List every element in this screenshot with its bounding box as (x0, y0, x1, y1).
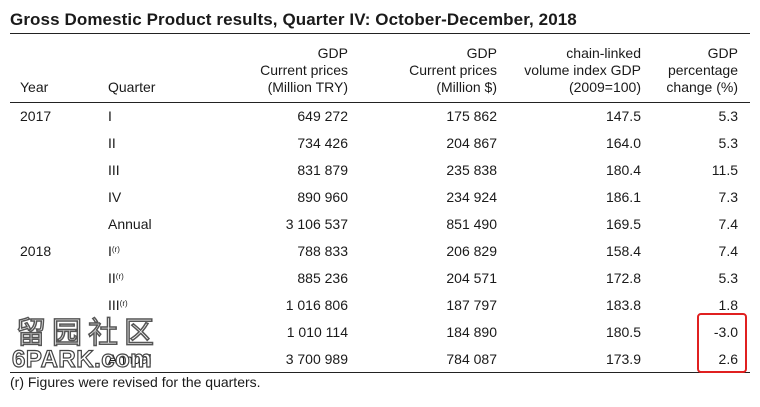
table-row: II 734 426 204 867 164.0 5.3 (0, 130, 760, 157)
cell-gdp-try: 831 879 (297, 162, 348, 178)
cell-quarter-label: II (108, 135, 116, 151)
cell-volume-index: 180.5 (605, 324, 641, 340)
cell-pct-change: 5.3 (718, 270, 738, 286)
cell-pct-change: 7.4 (718, 216, 738, 232)
cell-quarter: Annual (108, 346, 152, 373)
cell-gdp-try: 885 236 (297, 270, 348, 286)
cell-quarter: I (108, 103, 112, 130)
bottom-rule (10, 372, 750, 373)
cell-quarter-label: I (108, 243, 112, 259)
cell-pct-change: 1.8 (718, 297, 738, 313)
cell-quarter-label: Annual (108, 351, 152, 367)
cell-quarter: II(r) (108, 265, 124, 292)
revision-mark: (r) (115, 272, 124, 281)
cell-quarter: IV (108, 184, 121, 211)
table-row: III 831 879 235 838 180.4 11.5 (0, 157, 760, 184)
cell-volume-index: 186.1 (605, 189, 641, 205)
cell-gdp-try: 734 426 (297, 135, 348, 151)
header-gdp-try: GDP Current prices (Million TRY) (260, 45, 348, 96)
header-pct-change-line2: percentage (667, 62, 738, 78)
cell-pct-change: 5.3 (718, 135, 738, 151)
cell-quarter-label: III (108, 297, 120, 313)
header-quarter: Quarter (108, 79, 156, 95)
cell-gdp-usd: 204 867 (446, 135, 497, 151)
cell-pct-change: 5.3 (718, 108, 738, 124)
header-volume-index-line1: chain-linked (566, 45, 641, 61)
cell-quarter-label: III (108, 162, 120, 178)
cell-pct-change: -3.0 (713, 324, 738, 340)
cell-gdp-usd: 187 797 (446, 297, 497, 313)
table-row: Annual 3 106 537 851 490 169.5 7.4 (0, 211, 760, 238)
cell-volume-index: 172.8 (605, 270, 641, 286)
cell-gdp-try: 649 272 (297, 108, 348, 124)
cell-volume-index: 158.4 (605, 243, 641, 259)
header-gdp-try-line1: GDP (317, 45, 348, 61)
cell-gdp-usd: 234 924 (446, 189, 497, 205)
table-row: Annual 3 700 989 784 087 173.9 2.6 (0, 346, 760, 373)
cell-gdp-try: 890 960 (297, 189, 348, 205)
cell-gdp-usd: 235 838 (446, 162, 497, 178)
cell-gdp-usd: 206 829 (446, 243, 497, 259)
cell-volume-index: 147.5 (605, 108, 641, 124)
cell-year: 2017 (20, 108, 52, 124)
table-row: 1 010 114 184 890 180.5 -3.0 (0, 319, 760, 346)
cell-gdp-usd: 175 862 (446, 108, 497, 124)
cell-pct-change: 7.3 (718, 189, 738, 205)
cell-quarter: III(r) (108, 292, 128, 319)
cell-gdp-try: 1 016 806 (285, 297, 348, 313)
revision-mark: (r) (111, 245, 120, 254)
cell-quarter-label: I (108, 108, 112, 124)
header-rule (10, 102, 750, 103)
cell-volume-index: 173.9 (605, 351, 641, 367)
header-volume-index-line2: volume index GDP (524, 62, 641, 78)
header-year: Year (20, 79, 49, 95)
cell-gdp-try: 3 700 989 (285, 351, 348, 367)
cell-gdp-usd: 851 490 (446, 216, 497, 232)
header-pct-change: GDP percentage change (%) (666, 45, 738, 96)
cell-quarter-label: Annual (108, 216, 152, 232)
cell-volume-index: 169.5 (605, 216, 641, 232)
table-row: 2017 I 649 272 175 862 147.5 5.3 (0, 103, 760, 130)
table-row: IV 890 960 234 924 186.1 7.3 (0, 184, 760, 211)
table-row: 2018 I(r) 788 833 206 829 158.4 7.4 (0, 238, 760, 265)
header-gdp-usd-line3: (Million $) (436, 79, 497, 95)
cell-gdp-try: 1 010 114 (286, 324, 348, 340)
cell-quarter: II (108, 130, 116, 157)
cell-quarter-label: IV (108, 189, 122, 205)
cell-pct-change: 7.4 (718, 243, 738, 259)
cell-year: 2018 (20, 243, 52, 259)
cell-quarter: Annual (108, 211, 152, 238)
table-row: III(r) 1 016 806 187 797 183.8 1.8 (0, 292, 760, 319)
header-gdp-usd-line2: Current prices (409, 62, 497, 78)
highlight-box (697, 313, 747, 373)
cell-volume-index: 164.0 (605, 135, 641, 151)
header-volume-index-line3: (2009=100) (568, 79, 641, 95)
cell-gdp-usd: 784 087 (446, 351, 497, 367)
cell-quarter-label: II (108, 270, 116, 286)
cell-gdp-usd: 204 571 (446, 270, 497, 286)
cell-quarter: III (108, 157, 120, 184)
top-rule (10, 33, 750, 34)
cell-gdp-try: 788 833 (297, 243, 348, 259)
table-title: Gross Domestic Product results, Quarter … (10, 10, 577, 29)
cell-gdp-try: 3 106 537 (285, 216, 348, 232)
cell-pct-change: 2.6 (718, 351, 738, 367)
header-gdp-usd-line1: GDP (466, 45, 497, 61)
footnote: (r) Figures were revised for the quarter… (10, 374, 261, 390)
header-gdp-usd: GDP Current prices (Million $) (409, 45, 497, 96)
cell-volume-index: 180.4 (605, 162, 641, 178)
header-volume-index: chain-linked volume index GDP (2009=100) (524, 45, 641, 96)
header-gdp-try-line3: (Million TRY) (267, 79, 348, 95)
cell-volume-index: 183.8 (605, 297, 641, 313)
header-pct-change-line1: GDP (707, 45, 738, 61)
revision-mark: (r) (119, 299, 128, 308)
cell-gdp-usd: 184 890 (446, 324, 497, 340)
header-gdp-try-line2: Current prices (260, 62, 348, 78)
table-row: II(r) 885 236 204 571 172.8 5.3 (0, 265, 760, 292)
header-pct-change-line3: change (%) (666, 79, 738, 95)
cell-pct-change: 11.5 (711, 162, 738, 178)
cell-quarter: I(r) (108, 238, 120, 265)
